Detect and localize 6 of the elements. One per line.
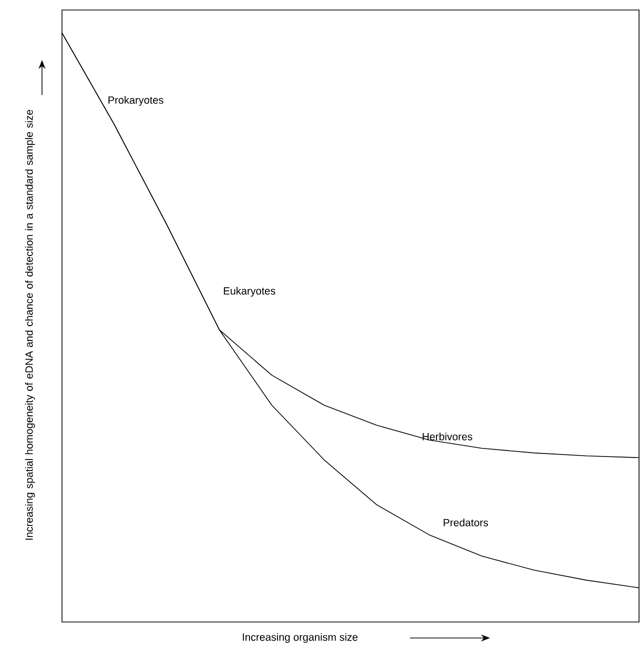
series-label: Herbivores (422, 432, 472, 440)
annotation: Prokaryotes (108, 96, 164, 106)
series-label: Predators (444, 518, 488, 526)
x-axis-title: Increasing organism size (242, 633, 358, 643)
y-axis-title: Increasing spatial homogeneity of eDNA and chance of detection in a standard sample size (25, 110, 35, 540)
annotation: Eukaryotes (224, 286, 276, 297)
